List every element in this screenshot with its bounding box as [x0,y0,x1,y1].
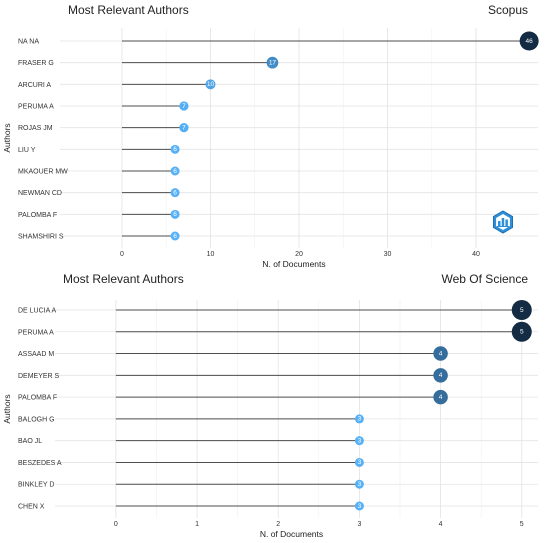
x-tick-label: 5 [520,521,524,528]
chart-panel-2: Most Relevant Authors Web Of Science N. of… [2,272,538,539]
x-tick-label: 40 [472,251,480,258]
lollipop-dot [354,414,364,424]
x-tick-label: 20 [295,251,303,258]
lollipop-dot [170,188,180,198]
x-tick-label: 30 [384,251,392,258]
data-label: 10 [207,81,215,88]
y-tick-label: ROJAS JM [18,125,53,132]
x-tick-label: 0 [114,521,118,528]
data-label: 6 [173,233,177,240]
chart-title: Most Relevant Authors [68,3,189,17]
lollipop-dot [170,209,180,219]
lollipop-dot [266,56,279,69]
lollipop-dot [179,101,189,111]
data-label: 5 [520,307,524,314]
y-tick-label: DE LUCIA A [18,308,56,315]
y-axis-title: Authors [2,123,12,152]
y-tick-label: CHEN X [18,504,45,511]
y-tick-label: BESZEDES A [18,460,62,467]
x-axis-title: N. of Documents [260,529,323,539]
lollipop-dot [179,123,189,133]
y-tick-label: MKAOUER MW [18,169,68,176]
data-label: 6 [173,146,177,153]
x-tick-label: 10 [207,251,215,258]
data-label: 3 [358,459,362,466]
x-tick-label: 2 [276,521,280,528]
y-tick-label: BAO JL [18,438,42,445]
lollipop-dot [170,166,180,176]
y-tick-label: SHAMSHIRI S [18,234,64,241]
y-tick-label: PALOMBA F [18,212,57,219]
y-tick-label: LIU Y [18,147,36,154]
data-label: 7 [182,103,186,110]
lollipop-dot [354,457,364,467]
data-label: 3 [358,416,362,423]
y-tick-label: BALOGH G [18,416,55,423]
lollipop-dot [205,79,216,90]
y-tick-label: FRASER G [18,60,54,67]
lollipop-dot [511,321,532,342]
y-tick-label: ASSAAD M [18,351,54,358]
x-tick-label: 4 [439,521,443,528]
lollipop-dot [511,300,532,320]
data-label: 4 [439,372,443,379]
y-tick-label: ARCURI A [18,82,51,89]
source-label: Scopus [488,3,528,17]
data-label: 17 [269,59,277,66]
lollipop-dot [170,231,180,241]
y-tick-label: NEWMAN CD [18,190,62,197]
lollipop-dot [433,389,448,405]
lollipop-dot [354,501,364,511]
data-label: 4 [439,394,443,401]
source-label: Web Of Science [442,272,529,286]
chart-panel-1: Most Relevant Authors Scopus N. of Documen… [2,3,539,269]
y-axis-title: Authors [2,394,12,423]
data-label: 6 [173,189,177,196]
data-label: 46 [526,38,534,45]
data-label: 3 [358,437,362,444]
data-label: 6 [173,168,177,175]
y-tick-label: PERUMA A [18,329,54,336]
lollipop-dot [433,346,448,361]
x-axis-title: N. of Documents [262,259,325,269]
x-tick-label: 1 [195,521,199,528]
y-tick-label: DEMEYER S [18,373,60,380]
lollipop-dot [170,144,180,154]
data-label: 3 [358,481,362,488]
lollipop-dot [433,368,448,383]
data-label: 7 [182,124,186,131]
y-tick-label: NA NA [18,39,39,46]
lollipop-dot [519,31,539,51]
scopus-logo-icon [493,210,513,234]
y-tick-label: PALOMBA F [18,395,57,402]
y-tick-label: PERUMA A [18,104,54,111]
x-tick-label: 0 [120,251,124,258]
data-label: 6 [173,211,177,218]
chart-title: Most Relevant Authors [63,272,184,286]
y-tick-label: BINKLEY D [18,482,54,489]
data-label: 5 [520,329,524,336]
data-label: 3 [358,503,362,510]
data-label: 4 [439,350,443,357]
lollipop-dot [354,436,364,446]
lollipop-dot [354,479,364,489]
x-tick-label: 3 [357,521,361,528]
